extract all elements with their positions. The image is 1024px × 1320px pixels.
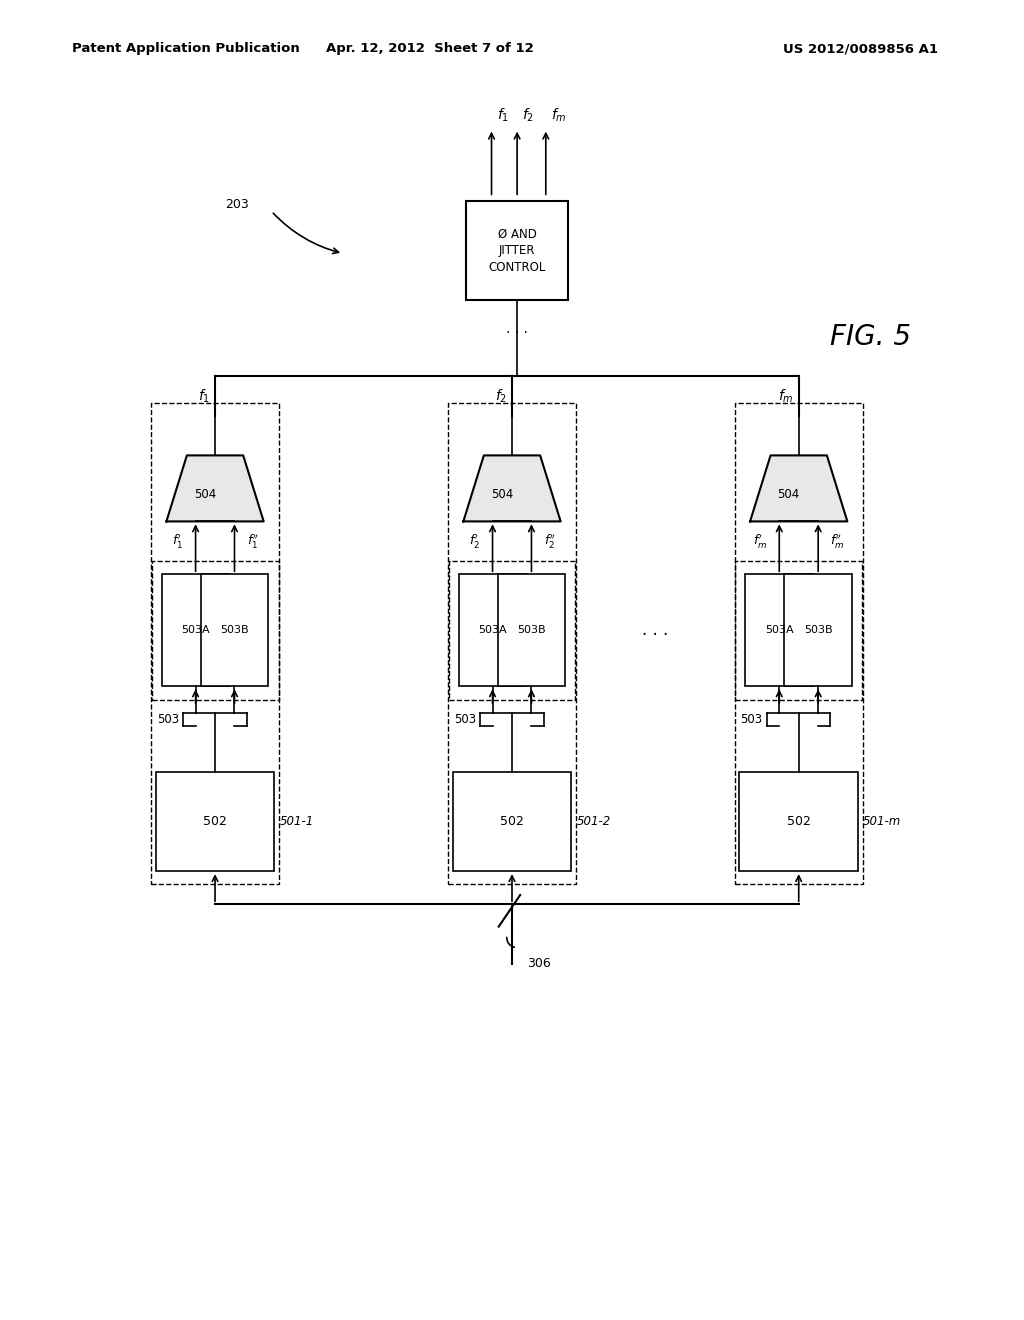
- Bar: [466, 201, 568, 300]
- Text: $f_2$: $f_2$: [522, 107, 535, 124]
- Bar: [459, 574, 526, 686]
- Text: 501-1: 501-1: [280, 816, 313, 828]
- Text: 503B: 503B: [517, 626, 546, 635]
- Bar: [151, 403, 279, 884]
- Text: 503: 503: [157, 713, 179, 726]
- Bar: [201, 574, 268, 686]
- Text: . . .: . . .: [506, 322, 528, 337]
- Text: $f_m$: $f_m$: [551, 107, 566, 124]
- Bar: [156, 772, 274, 871]
- Text: $f_2'$: $f_2'$: [469, 532, 480, 550]
- Text: $f_1$: $f_1$: [198, 387, 210, 405]
- Text: Ø AND
JITTER
CONTROL: Ø AND JITTER CONTROL: [488, 227, 546, 275]
- Bar: [735, 561, 862, 700]
- Bar: [453, 772, 571, 871]
- Polygon shape: [166, 455, 263, 521]
- Text: $f_m'$: $f_m'$: [753, 532, 767, 550]
- Text: 501-2: 501-2: [577, 816, 610, 828]
- Text: 504: 504: [194, 488, 216, 502]
- Text: 504: 504: [490, 488, 513, 502]
- Text: 306: 306: [527, 957, 551, 970]
- Text: $f_1''$: $f_1''$: [247, 532, 259, 550]
- Bar: [745, 574, 813, 686]
- Bar: [784, 574, 852, 686]
- Text: $f_2$: $f_2$: [495, 387, 507, 405]
- Bar: [735, 403, 862, 884]
- Text: Patent Application Publication: Patent Application Publication: [72, 42, 299, 55]
- Polygon shape: [463, 455, 561, 521]
- Bar: [162, 574, 229, 686]
- Bar: [498, 574, 565, 686]
- Text: . . .: . . .: [642, 622, 669, 639]
- Text: 203: 203: [225, 198, 249, 211]
- Text: 503A: 503A: [181, 626, 210, 635]
- Text: 502: 502: [500, 816, 524, 828]
- Text: 501-m: 501-m: [863, 816, 901, 828]
- Text: 504: 504: [777, 488, 800, 502]
- Text: 503A: 503A: [765, 626, 794, 635]
- Text: 503: 503: [740, 713, 763, 726]
- Text: $f_1'$: $f_1'$: [172, 532, 183, 550]
- Bar: [739, 772, 858, 871]
- Text: 503B: 503B: [804, 626, 833, 635]
- Text: 503B: 503B: [220, 626, 249, 635]
- Text: FIG. 5: FIG. 5: [829, 322, 911, 351]
- Text: $f_2''$: $f_2''$: [544, 532, 556, 550]
- Text: 502: 502: [786, 816, 811, 828]
- Text: $f_m''$: $f_m''$: [830, 532, 845, 550]
- Polygon shape: [750, 455, 848, 521]
- Text: 502: 502: [203, 816, 227, 828]
- Text: 503A: 503A: [478, 626, 507, 635]
- Text: US 2012/0089856 A1: US 2012/0089856 A1: [782, 42, 938, 55]
- Text: 503: 503: [454, 713, 476, 726]
- Bar: [449, 561, 575, 700]
- Text: $f_1$: $f_1$: [497, 107, 509, 124]
- Bar: [449, 403, 575, 884]
- Text: $f_m$: $f_m$: [778, 387, 794, 405]
- Text: Apr. 12, 2012  Sheet 7 of 12: Apr. 12, 2012 Sheet 7 of 12: [327, 42, 534, 55]
- Bar: [152, 561, 279, 700]
